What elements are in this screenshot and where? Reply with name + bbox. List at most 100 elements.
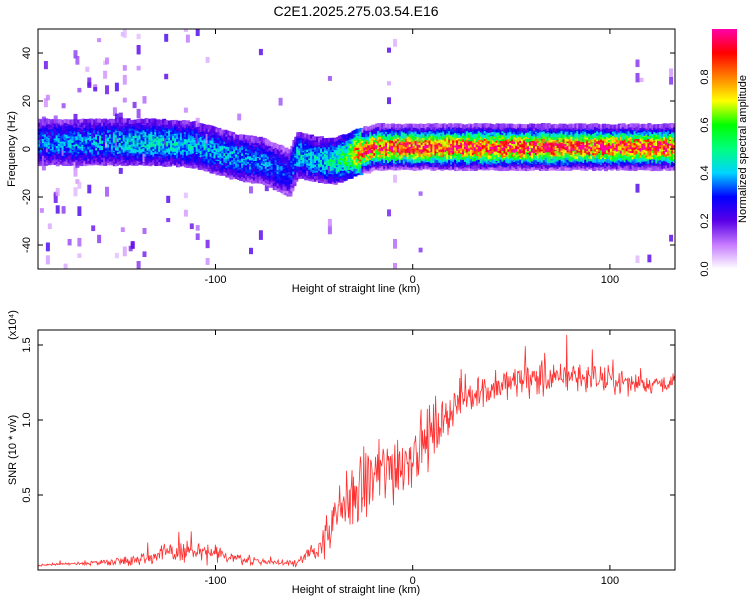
spectrogram-cell	[132, 101, 137, 109]
spectrogram-cell	[55, 188, 60, 197]
spectrogram-cell	[43, 61, 48, 70]
spectrogram-cell	[73, 50, 78, 59]
spectrogram-cell	[122, 65, 127, 71]
spectrogram-cell	[264, 185, 269, 192]
spectrogram-cell	[114, 252, 119, 259]
spectrogram-cell	[258, 230, 263, 240]
spectrogram-cell	[136, 108, 141, 119]
spectrogram-cell	[280, 145, 285, 150]
spectrogram-cell	[205, 239, 210, 249]
spectrogram-cell	[87, 77, 92, 87]
spectrogram-cell	[142, 96, 147, 104]
spectrogram-cell	[97, 38, 102, 43]
spectrogram-cell	[122, 97, 127, 103]
spectrogram-cell	[136, 65, 141, 71]
spectrogram-cell	[77, 253, 82, 258]
spectrogram-cell	[75, 179, 80, 184]
spectrogram-cell	[105, 57, 109, 65]
spectrogram-cell	[85, 66, 90, 72]
spectrogram-cell	[387, 47, 391, 53]
spectrogram-cell	[91, 225, 96, 232]
spectrogram-cell	[122, 29, 127, 38]
spectrogram-cell	[114, 82, 119, 92]
spectrogram-cell	[136, 33, 141, 40]
spectrogram-cell	[164, 73, 169, 80]
spectrogram-cell	[164, 33, 169, 42]
spectrogram-cell	[142, 228, 147, 234]
spectrogram-cell	[387, 97, 391, 105]
spectrogram-cell	[105, 186, 109, 197]
spectrogram-cell	[120, 227, 125, 233]
spectrogram-cell	[327, 225, 332, 235]
spectrogram-cell	[47, 223, 52, 230]
spectrogram-cell	[393, 38, 397, 47]
spectrogram-cell	[114, 113, 119, 122]
spectrogram-cell	[327, 76, 332, 81]
spectrogram-cell	[249, 247, 253, 255]
spectrogram-cell	[43, 98, 48, 108]
spectrogram-cell	[87, 184, 92, 194]
spectrogram-cell	[112, 107, 117, 117]
spectrogram-cell	[118, 112, 123, 119]
spectrogram-cell	[136, 45, 141, 55]
spectrogram-cell	[103, 70, 108, 79]
spectrogram-cell	[77, 206, 82, 216]
spectrogram-cell	[387, 209, 391, 217]
spectrogram-cell	[166, 195, 171, 203]
spectrogram-cell	[142, 251, 147, 257]
spectrogram-cell	[258, 48, 263, 56]
spectrogram-cell	[418, 191, 423, 196]
spectrogram-cell	[185, 34, 190, 43]
spectrogram-cell	[63, 263, 68, 269]
spectrogram-cell	[136, 261, 141, 269]
spectrogram-cell	[237, 113, 242, 121]
spectrogram-cell	[61, 103, 66, 109]
spectrogram-cell	[73, 187, 78, 197]
spectrogram-cell	[195, 29, 200, 37]
spectrogram-cell	[45, 255, 50, 265]
spectrogram-cells	[38, 29, 675, 269]
spectrogram-cell	[166, 218, 171, 223]
spectrogram-cell	[249, 186, 253, 194]
spectrogram-cell	[183, 29, 188, 32]
spectrogram-cell	[39, 208, 44, 213]
spectrogram-cell	[61, 206, 66, 214]
spectrogram-cell	[183, 209, 188, 217]
spectrogram-cell	[183, 107, 188, 113]
spectrogram-cell	[45, 242, 50, 252]
spectrogram-cell	[349, 174, 354, 179]
spectrogram-cell	[393, 239, 397, 249]
spectrogram-cell	[75, 56, 80, 65]
spectrogram-cell	[93, 84, 98, 89]
spectrogram-cell	[195, 117, 200, 128]
spectrogram-cell	[393, 263, 397, 269]
spectrogram-cell	[77, 237, 82, 247]
spectrogram-cell	[73, 167, 78, 177]
chart-title: C2E1.2025.275.03.54.E16	[273, 3, 438, 19]
spectrogram-cell	[292, 180, 297, 185]
spectrogram-cell	[53, 115, 58, 123]
spectrogram-cell	[195, 233, 200, 241]
spectrogram-cell	[189, 223, 194, 230]
spectrogram-cell	[205, 258, 210, 265]
spectrogram-cell	[278, 97, 283, 106]
spectrogram-cell	[93, 87, 98, 92]
spectrogram-cell	[393, 174, 397, 183]
spectrogram-cell	[73, 113, 78, 124]
spectrogram-cell	[183, 192, 188, 199]
spectrogram-cell	[118, 167, 123, 174]
spectrogram-cell	[97, 234, 102, 244]
spectrogram-cell	[122, 246, 127, 257]
spectrogram-cell	[55, 205, 60, 214]
spectrogram-cell	[105, 85, 109, 95]
spectrogram-cell	[418, 247, 423, 253]
spectrogram-cell	[195, 225, 200, 231]
spectrogram-cell	[130, 241, 135, 249]
spectrogram-cell	[77, 87, 82, 93]
spectrogram-cell	[41, 162, 46, 171]
spectrogram-cell	[387, 81, 391, 86]
spectrogram-cell	[77, 181, 82, 189]
spectrogram-cell	[122, 74, 127, 85]
